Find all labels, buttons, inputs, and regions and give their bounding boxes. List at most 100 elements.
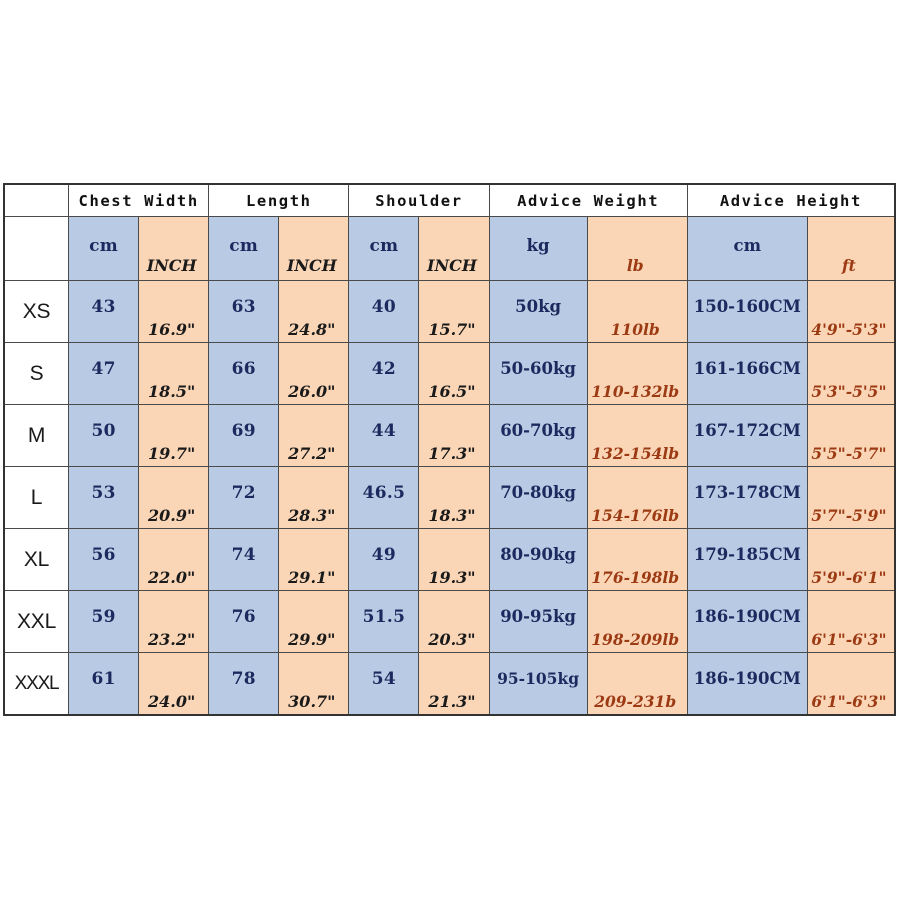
cell-chest-inch: 16.9" <box>138 280 210 343</box>
cell-shoulder-inch: 21.3" <box>418 652 490 715</box>
cell-height-cm: 186-190CM <box>686 590 808 653</box>
cell-chest-inch: 23.2" <box>138 590 210 653</box>
cell-chest-inch: 22.0" <box>138 528 210 591</box>
table-row: XXXL 61 24.0" 78 30.7" 54 21.3" 95-105kg… <box>3 652 896 715</box>
unit-weight-kg-label: kg <box>526 235 550 255</box>
unit-weight-kg: kg <box>488 216 588 281</box>
size-chart-table: Chest Width Length Shoulder Advice Weigh… <box>3 183 896 716</box>
unit-chest-inch-label: INCH <box>146 255 197 275</box>
row-size-cell: M <box>3 404 70 467</box>
cell-length-cm: 76 <box>208 590 280 653</box>
table-row: S 47 18.5" 66 26.0" 42 16.5" 50-60kg 110… <box>3 342 896 405</box>
cell-length-inch: 30.7" <box>278 652 350 715</box>
cell-weight-lb: 176-198lb <box>586 528 688 591</box>
cell-weight-kg: 95-105kg <box>488 652 588 715</box>
cell-length-inch: 26.0" <box>278 342 350 405</box>
unit-height-ft: ft <box>806 216 896 281</box>
table-row: XS 43 16.9" 63 24.8" 40 15.7" 50kg 110lb… <box>3 280 896 343</box>
cell-weight-lb: 209-231b <box>586 652 688 715</box>
cell-chest-cm: 43 <box>68 280 140 343</box>
cell-height-ft: 6'1"-6'3" <box>806 590 896 653</box>
header-advice-weight: Advice Weight <box>488 184 688 217</box>
cell-length-inch: 27.2" <box>278 404 350 467</box>
cell-chest-inch: 20.9" <box>138 466 210 529</box>
cell-shoulder-inch: 17.3" <box>418 404 490 467</box>
table-row: XL 56 22.0" 74 29.1" 49 19.3" 80-90kg 17… <box>3 528 896 591</box>
cell-chest-cm: 61 <box>68 652 140 715</box>
unit-shoulder-inch: INCH <box>418 216 490 281</box>
cell-shoulder-cm: 49 <box>348 528 420 591</box>
unit-weight-lb-label: lb <box>626 255 644 275</box>
unit-length-cm: cm <box>208 216 280 281</box>
cell-chest-cm: 59 <box>68 590 140 653</box>
unit-shoulder-cm-label: cm <box>369 235 399 256</box>
cell-length-cm: 66 <box>208 342 280 405</box>
unit-shoulder-inch-label: INCH <box>427 255 477 275</box>
row-size-cell: S <box>3 342 70 405</box>
cell-length-inch: 29.9" <box>278 590 350 653</box>
table-row: M 50 19.7" 69 27.2" 44 17.3" 60-70kg 132… <box>3 404 896 467</box>
cell-chest-inch: 18.5" <box>138 342 210 405</box>
cell-shoulder-cm: 40 <box>348 280 420 343</box>
cell-weight-kg: 50kg <box>488 280 588 343</box>
cell-chest-cm: 50 <box>68 404 140 467</box>
header-shoulder: Shoulder <box>348 184 490 217</box>
cell-weight-lb: 198-209lb <box>586 590 688 653</box>
size-label: L <box>30 485 43 509</box>
cell-height-cm: 173-178CM <box>686 466 808 529</box>
cell-shoulder-inch: 16.5" <box>418 342 490 405</box>
cell-chest-cm: 47 <box>68 342 140 405</box>
cell-length-inch: 29.1" <box>278 528 350 591</box>
cell-length-cm: 63 <box>208 280 280 343</box>
group-header-row: Chest Width Length Shoulder Advice Weigh… <box>3 184 896 217</box>
cell-length-cm: 69 <box>208 404 280 467</box>
unit-weight-lb: lb <box>586 216 688 281</box>
cell-shoulder-cm: 54 <box>348 652 420 715</box>
unit-length-inch-label: INCH <box>286 255 337 275</box>
cell-weight-lb: 110-132lb <box>586 342 688 405</box>
unit-height-ft-label: ft <box>842 255 856 275</box>
header-corner-blank <box>3 184 70 217</box>
cell-shoulder-inch: 15.7" <box>418 280 490 343</box>
unit-length-cm-label: cm <box>229 235 259 256</box>
row-size-cell: L <box>3 466 70 529</box>
cell-shoulder-cm: 42 <box>348 342 420 405</box>
cell-height-ft: 4'9"-5'3" <box>806 280 896 343</box>
unit-chest-cm: cm <box>68 216 140 281</box>
cell-height-cm: 179-185CM <box>686 528 808 591</box>
cell-shoulder-cm: 51.5 <box>348 590 420 653</box>
cell-weight-kg: 80-90kg <box>488 528 588 591</box>
unit-size-blank <box>3 216 70 281</box>
cell-weight-lb: 154-176lb <box>586 466 688 529</box>
cell-shoulder-cm: 46.5 <box>348 466 420 529</box>
cell-height-ft: 6'1"-6'3" <box>806 652 896 715</box>
cell-height-ft: 5'7"-5'9" <box>806 466 896 529</box>
size-label: XXXL <box>14 672 60 694</box>
size-label: XS <box>22 299 51 323</box>
cell-shoulder-cm: 44 <box>348 404 420 467</box>
cell-height-ft: 5'5"-5'7" <box>806 404 896 467</box>
cell-length-cm: 78 <box>208 652 280 715</box>
cell-length-cm: 74 <box>208 528 280 591</box>
cell-weight-kg: 60-70kg <box>488 404 588 467</box>
row-size-cell: XXL <box>3 590 70 653</box>
cell-weight-kg: 70-80kg <box>488 466 588 529</box>
cell-weight-lb: 110lb <box>586 280 688 343</box>
cell-weight-kg: 50-60kg <box>488 342 588 405</box>
size-label: XL <box>23 547 50 571</box>
cell-height-cm: 186-190CM <box>686 652 808 715</box>
cell-height-cm: 167-172CM <box>686 404 808 467</box>
cell-shoulder-inch: 18.3" <box>418 466 490 529</box>
size-label: XXL <box>16 609 57 633</box>
table-row: XXL 59 23.2" 76 29.9" 51.5 20.3" 90-95kg… <box>3 590 896 653</box>
cell-shoulder-inch: 19.3" <box>418 528 490 591</box>
row-size-cell: XL <box>3 528 70 591</box>
cell-chest-cm: 56 <box>68 528 140 591</box>
cell-chest-inch: 19.7" <box>138 404 210 467</box>
cell-height-ft: 5'9"-6'1" <box>806 528 896 591</box>
cell-chest-inch: 24.0" <box>138 652 210 715</box>
table-row: L 53 20.9" 72 28.3" 46.5 18.3" 70-80kg 1… <box>3 466 896 529</box>
cell-weight-kg: 90-95kg <box>488 590 588 653</box>
cell-height-cm: 161-166CM <box>686 342 808 405</box>
cell-weight-lb: 132-154lb <box>586 404 688 467</box>
